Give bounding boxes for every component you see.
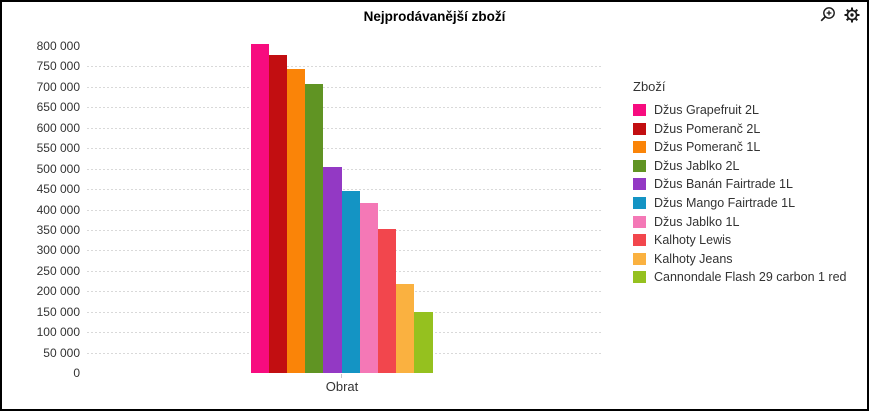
bar-d-us-jablko-2l[interactable]	[305, 84, 323, 373]
y-axis-tick-label: 100 000	[36, 325, 80, 339]
bar-cannondale-flash-29-carbon-1-red[interactable]	[414, 312, 433, 373]
settings-gear-icon[interactable]	[843, 6, 861, 24]
legend-swatch	[633, 271, 646, 283]
zoom-in-icon[interactable]	[819, 6, 837, 24]
legend-item-label: Džus Banán Fairtrade 1L	[654, 177, 793, 191]
legend-swatch	[633, 253, 646, 265]
bar-kalhoty-lewis[interactable]	[378, 229, 396, 373]
legend-item-label: Džus Grapefruit 2L	[654, 103, 759, 117]
legend-item-label: Kalhoty Jeans	[654, 252, 733, 266]
legend-title: Zboží	[633, 79, 666, 94]
y-axis-tick-label: 500 000	[36, 162, 80, 176]
y-axis-tick-label: 250 000	[36, 264, 80, 278]
y-axis-tick-label: 700 000	[36, 80, 80, 94]
bar-kalhoty-jeans[interactable]	[396, 284, 414, 373]
legend-swatch	[633, 141, 646, 153]
gridline	[87, 107, 602, 108]
gridline	[87, 128, 602, 129]
bar-d-us-grapefruit-2l[interactable]	[251, 44, 269, 373]
gridline	[87, 189, 602, 190]
legend-swatch	[633, 234, 646, 246]
y-axis-tick-label: 300 000	[36, 243, 80, 257]
gridline	[87, 148, 602, 149]
x-axis-category-label: Obrat	[325, 379, 359, 394]
y-axis-tick-label: 200 000	[36, 284, 80, 298]
legend-item-label: Džus Pomeranč 2L	[654, 122, 761, 136]
gridline	[87, 169, 602, 170]
y-axis-tick-label: 550 000	[36, 141, 80, 155]
y-axis-tick-label: 600 000	[36, 121, 80, 135]
gridline	[87, 87, 602, 88]
legend-swatch	[633, 104, 646, 116]
y-axis-tick-label: 400 000	[36, 203, 80, 217]
legend-item-label: Džus Mango Fairtrade 1L	[654, 196, 796, 210]
chart-title: Nejprodávanější zboží	[363, 9, 506, 24]
settings-gear-icon-glyph	[844, 7, 860, 23]
legend-item-label: Džus Jablko 2L	[654, 159, 740, 173]
y-axis-tick-label: 800 000	[36, 39, 80, 53]
bar-d-us-jablko-1l[interactable]	[360, 203, 378, 373]
bar-d-us-ban-n-fairtrade-1l[interactable]	[323, 167, 342, 373]
y-axis-tick-label: 50 000	[43, 346, 80, 360]
legend-swatch	[633, 178, 646, 190]
chart-toolbar	[819, 6, 861, 24]
legend-swatch	[633, 216, 646, 228]
legend-item-label: Džus Pomeranč 1L	[654, 140, 761, 154]
legend-item-label: Cannondale Flash 29 carbon 1 red	[654, 270, 847, 284]
gridline	[87, 66, 602, 67]
y-axis-tick-label: 750 000	[36, 59, 80, 73]
legend-swatch	[633, 160, 646, 172]
bar-d-us-mango-fairtrade-1l[interactable]	[342, 191, 360, 373]
bar-d-us-pomeran-2l[interactable]	[269, 55, 287, 373]
y-axis-tick-label: 450 000	[36, 182, 80, 196]
legend-swatch	[633, 123, 646, 135]
y-axis-tick-label: 650 000	[36, 100, 80, 114]
y-axis-tick-label: 0	[73, 366, 80, 380]
x-axis-tick	[341, 374, 342, 378]
legend-item-label: Kalhoty Lewis	[654, 233, 732, 247]
zoom-in-icon-glyph	[820, 7, 835, 22]
bar-d-us-pomeran-1l[interactable]	[287, 69, 305, 373]
y-axis-tick-label: 150 000	[36, 305, 80, 319]
legend-swatch	[633, 197, 646, 209]
legend-item-label: Džus Jablko 1L	[654, 215, 740, 229]
y-axis-tick-label: 350 000	[36, 223, 80, 237]
